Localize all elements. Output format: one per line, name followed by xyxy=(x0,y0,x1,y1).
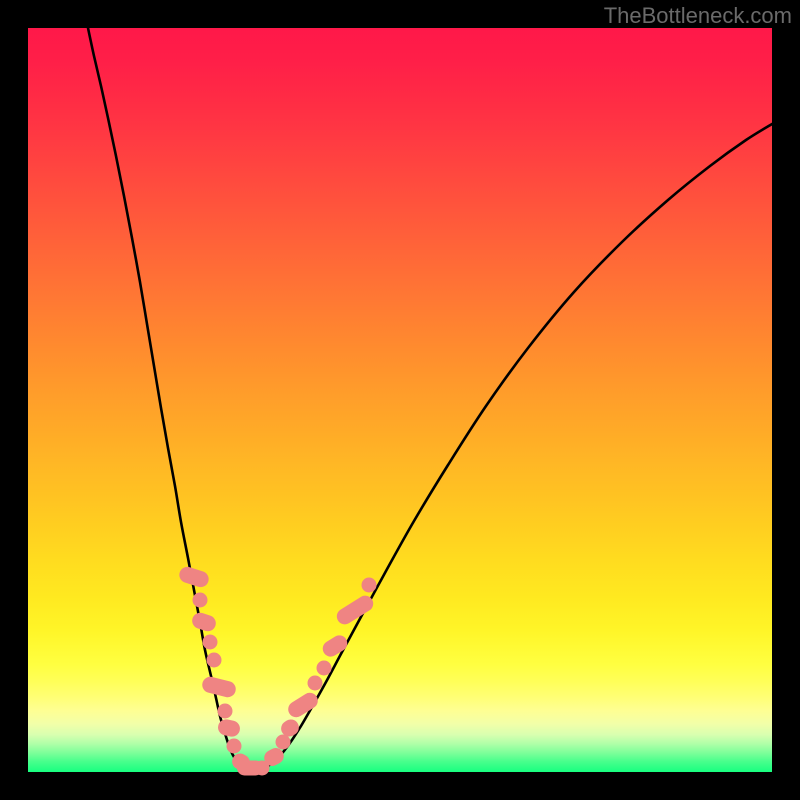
data-marker xyxy=(285,690,321,721)
watermark-text: TheBottleneck.com xyxy=(604,3,792,29)
plot-area xyxy=(28,28,772,772)
curve-layer xyxy=(28,28,772,772)
data-marker xyxy=(190,611,218,634)
data-marker xyxy=(334,593,376,628)
curve-right-branch xyxy=(262,124,772,768)
data-marker xyxy=(193,593,208,608)
data-marker xyxy=(203,635,218,650)
data-marker xyxy=(317,661,332,676)
data-marker xyxy=(308,676,323,691)
data-marker xyxy=(218,704,233,719)
data-markers xyxy=(177,565,376,776)
chart-stage: TheBottleneck.com xyxy=(0,0,800,800)
curve-left-branch xyxy=(88,28,246,768)
data-marker xyxy=(207,653,222,668)
data-marker xyxy=(201,675,238,699)
data-marker xyxy=(227,739,242,754)
data-marker xyxy=(362,578,377,593)
data-marker xyxy=(320,632,351,659)
data-marker xyxy=(276,735,291,750)
